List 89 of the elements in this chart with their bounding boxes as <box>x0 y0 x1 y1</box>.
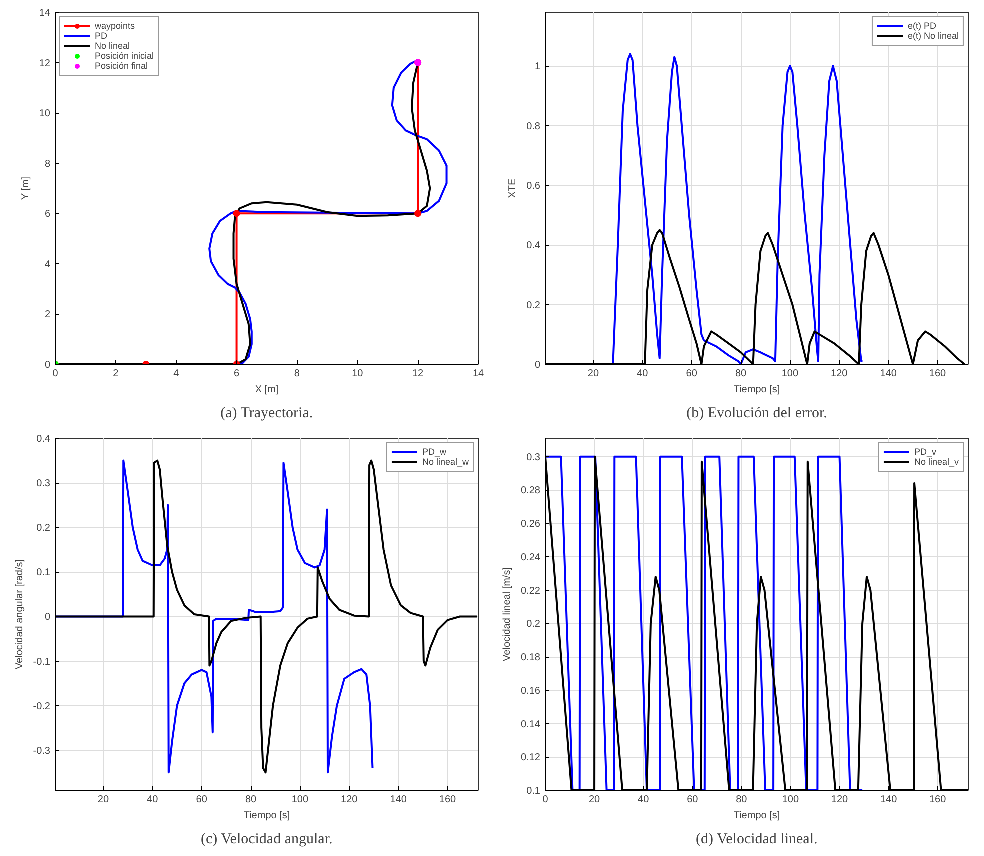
legend-label: PD_v <box>914 447 936 457</box>
y-tick-label: 0.1 <box>526 786 541 797</box>
x-tick-label: 60 <box>686 368 698 380</box>
x-tick-label: 2 <box>113 368 120 380</box>
legend-label: e(t) No lineal <box>908 31 959 41</box>
x-tick-label: 140 <box>880 794 898 806</box>
x-tick-label: 20 <box>588 794 601 806</box>
y-tick-label: 0.26 <box>521 519 541 530</box>
y-tick-label: 8 <box>44 158 51 170</box>
x-axis-title: Tiempo [s] <box>734 810 780 822</box>
x-tick-label: 4 <box>174 368 180 380</box>
x-tick-label: 10 <box>352 368 364 380</box>
y-tick-label: 4 <box>44 259 51 270</box>
x-tick-label: 20 <box>98 794 110 806</box>
y-tick-label: 0.16 <box>521 686 541 697</box>
y-tick-label: 0.2 <box>526 300 541 312</box>
y-tick-label: 0.8 <box>526 121 541 132</box>
x-tick-label: 20 <box>588 368 600 380</box>
legend-label: PD_w <box>422 447 446 457</box>
y-tick-label: -0.2 <box>33 701 51 712</box>
text: (b) Evolución del error. <box>686 406 828 422</box>
x-tick-label: 120 <box>831 794 849 806</box>
y-tick-label: 0.3 <box>36 478 51 490</box>
y-tick-label: -0.1 <box>33 656 51 668</box>
y-tick-label: 0.3 <box>526 452 541 464</box>
legend-label: Posición final <box>95 61 148 71</box>
y-tick-label: 0.18 <box>521 652 541 664</box>
x-tick-label: 120 <box>831 368 848 380</box>
x-tick-label: 160 <box>929 368 947 380</box>
y-axis-title: Velocidad lineal [m/s] <box>502 567 514 662</box>
y-tick-label: 0.2 <box>36 523 51 534</box>
y-tick-label: 0.14 <box>521 719 541 730</box>
x-tick-label: 40 <box>147 794 159 806</box>
y-tick-label: -0.3 <box>33 746 51 757</box>
x-tick-label: 80 <box>736 794 748 806</box>
y-tick-label: 0.24 <box>521 552 541 564</box>
x-tick-label: 100 <box>292 794 309 806</box>
x-tick-label: 8 <box>294 368 300 380</box>
y-tick-label: 0.4 <box>526 240 541 252</box>
x-tick-label: 60 <box>687 794 699 806</box>
x-axis-title: Tiempo [s] <box>244 810 290 822</box>
x-tick-label: 120 <box>341 794 358 806</box>
x-tick-label: 100 <box>782 368 799 380</box>
legend-label: No lineal_v <box>914 457 959 467</box>
x-tick-label: 80 <box>735 368 748 380</box>
legend-label: waypoints <box>95 21 136 31</box>
y-tick-label: 0 <box>44 612 51 624</box>
x-tick-label: 160 <box>439 794 457 806</box>
y-tick-label: 0.12 <box>521 752 541 764</box>
x-tick-label: 12 <box>412 368 424 380</box>
y-tick-label: 0 <box>44 360 51 371</box>
text: (a) Trayectoria. <box>220 406 314 422</box>
x-tick-label: 40 <box>637 368 649 380</box>
x-tick-label: 80 <box>245 794 258 806</box>
y-tick-label: 2 <box>44 310 51 321</box>
y-axis-title: XTE <box>508 178 519 198</box>
y-axis-title: Y [m] <box>20 176 32 200</box>
legend-label: Posición inicial <box>95 51 154 61</box>
x-tick-label: 0 <box>52 368 59 380</box>
x-tick-label: 160 <box>930 794 947 806</box>
y-tick-label: 0.22 <box>521 586 541 597</box>
y-tick-label: 12 <box>39 58 51 70</box>
x-axis-title: X [m] <box>255 384 279 396</box>
x-tick-label: 140 <box>880 368 898 380</box>
x-tick-label: 100 <box>782 794 800 806</box>
y-tick-label: 1 <box>534 62 541 73</box>
x-axis-title: Tiempo [s] <box>734 384 780 396</box>
y-tick-label: 0.28 <box>521 486 541 497</box>
x-tick-label: 0 <box>542 794 549 806</box>
x-tick-label: 140 <box>390 794 408 806</box>
text: (c) Velocidad angular. <box>200 832 333 848</box>
legend-label: PD <box>95 31 109 41</box>
y-tick-label: 14 <box>39 8 51 19</box>
y-tick-label: 0.1 <box>36 568 51 579</box>
legend-label: e(t) PD <box>908 21 936 31</box>
y-tick-label: 0.2 <box>526 619 541 630</box>
y-tick-label: 0.6 <box>526 181 541 192</box>
x-tick-label: 6 <box>234 368 240 380</box>
y-tick-label: 6 <box>44 209 51 220</box>
y-tick-label: 10 <box>39 108 51 120</box>
text: (d) Velocidad lineal. <box>696 832 818 848</box>
x-tick-label: 60 <box>196 794 208 806</box>
y-tick-label: 0 <box>534 360 541 371</box>
legend-label: No lineal_w <box>422 457 469 467</box>
x-tick-label: 14 <box>472 368 484 380</box>
y-axis-title: Velocidad angular [rad/s] <box>14 559 26 670</box>
y-tick-label: 0.4 <box>36 434 51 445</box>
x-tick-label: 40 <box>638 794 650 806</box>
legend-label: No lineal <box>95 41 130 51</box>
